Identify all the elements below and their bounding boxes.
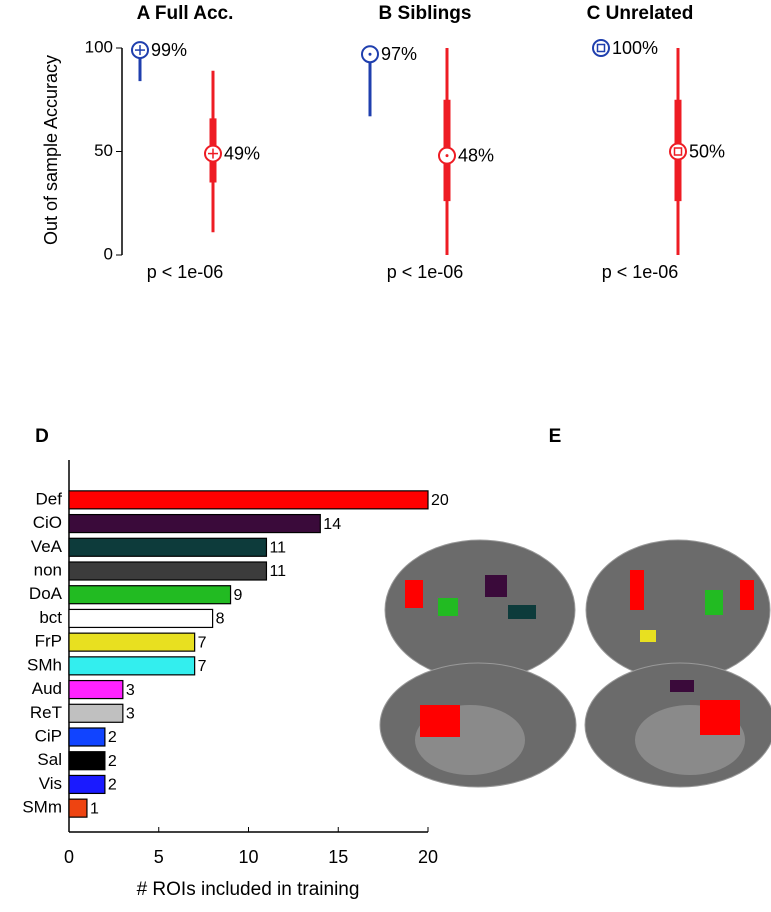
roi-blob: [405, 580, 423, 608]
value-label: 2: [108, 753, 117, 770]
value-label: 11: [269, 540, 286, 557]
x-tick-label: 10: [238, 847, 258, 867]
value-label: 8: [216, 611, 225, 628]
value-label: 99%: [151, 40, 187, 60]
median-marker: [592, 39, 610, 57]
bar: [68, 561, 268, 581]
x-tick-label: 5: [154, 847, 164, 867]
value-label: 2: [108, 777, 117, 794]
y-tick-label: 0: [104, 244, 113, 263]
value-label: 1: [90, 800, 99, 817]
roi-blob: [438, 598, 458, 616]
category-label: CiP: [35, 726, 62, 745]
y-tick-label: 50: [94, 141, 113, 160]
roi-blob: [630, 570, 644, 610]
panel-title: B Siblings: [379, 3, 472, 24]
bar: [68, 727, 106, 747]
y-axis-label: Out of sample Accuracy: [41, 55, 61, 245]
brain-lateral-left: [384, 539, 576, 681]
category-label: DoA: [29, 584, 63, 603]
bar: [68, 513, 321, 534]
marker-glyph: [368, 52, 372, 56]
x-tick-label: 0: [64, 847, 74, 867]
category-label: Def: [36, 489, 63, 508]
roi-blob: [485, 575, 507, 597]
category-label: non: [34, 560, 62, 579]
x-axis-label: # ROIs included in training: [137, 879, 360, 900]
value-label: 97%: [381, 44, 417, 64]
value-label: 100%: [612, 38, 658, 58]
marker-glyph: [445, 154, 449, 158]
annotation: p < 1e-06: [147, 262, 224, 282]
bar: [68, 632, 196, 652]
value-label: 48%: [458, 145, 494, 165]
category-label: FrP: [35, 632, 62, 651]
category-label: ReT: [30, 703, 62, 722]
category-label: Vis: [39, 774, 62, 793]
panel-title: C Unrelated: [587, 3, 694, 24]
panel-title: A Full Acc.: [137, 3, 234, 24]
category-label: CiO: [33, 513, 62, 532]
roi-blob: [705, 590, 723, 615]
x-tick-label: 15: [328, 847, 348, 867]
x-tick-label: 20: [418, 847, 438, 867]
bar: [68, 585, 232, 605]
bar: [68, 798, 88, 818]
value-label: 3: [126, 706, 135, 723]
bar: [68, 679, 124, 700]
bar: [68, 656, 196, 676]
category-label: bct: [39, 608, 62, 627]
roi-blob: [740, 580, 754, 610]
roi-blob: [508, 605, 536, 619]
annotation: p < 1e-06: [602, 262, 679, 282]
bar: [68, 703, 124, 723]
category-label: SMh: [27, 655, 62, 674]
value-label: 7: [198, 634, 207, 651]
marker-glyph: [596, 43, 606, 53]
value-label: 20: [431, 492, 449, 509]
value-label: 49%: [224, 143, 260, 163]
y-tick-label: 100: [85, 37, 113, 56]
panel-title: D: [35, 426, 49, 447]
roi-blob: [670, 680, 694, 692]
value-label: 3: [126, 682, 135, 699]
value-label: 7: [198, 658, 207, 675]
value-label: 9: [234, 587, 243, 604]
value-label: 50%: [689, 141, 725, 161]
value-label: 2: [108, 729, 117, 746]
brain-images: [379, 539, 771, 788]
roi-blob: [420, 705, 460, 737]
category-label: Aud: [32, 679, 62, 698]
roi-blob: [700, 700, 740, 735]
category-label: Sal: [37, 750, 62, 769]
annotation: p < 1e-06: [387, 262, 464, 282]
median-marker: [669, 142, 687, 161]
bar: [68, 490, 429, 510]
value-label: 11: [269, 563, 286, 580]
bar: [68, 774, 106, 795]
roi-blob: [640, 630, 656, 642]
value-label: 14: [323, 516, 341, 533]
panel-title: E: [549, 426, 562, 447]
marker-glyph: [673, 147, 683, 156]
category-label: SMm: [22, 798, 62, 817]
bar: [68, 608, 214, 629]
bar: [68, 751, 106, 771]
category-label: VeA: [31, 537, 63, 556]
bar: [68, 537, 268, 557]
